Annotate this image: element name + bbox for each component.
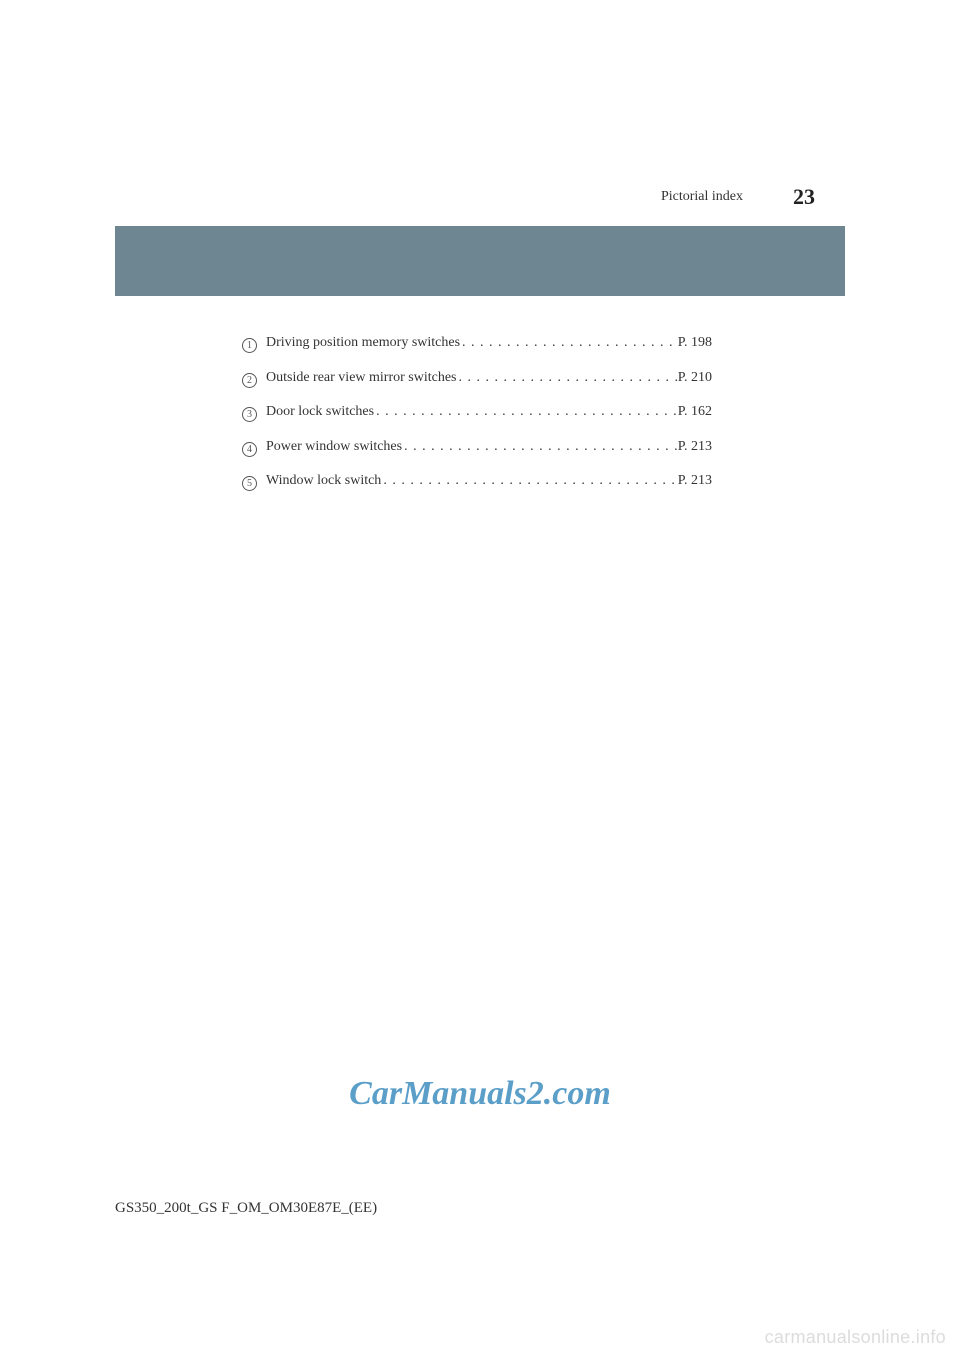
watermark-center: CarManuals2.com (0, 1075, 960, 1113)
item-label: Window lock switch (266, 468, 381, 495)
page-ref: P. 213 (678, 434, 712, 461)
header-bar: Pictorial index 23 (115, 168, 845, 226)
item-label: Door lock switches (266, 399, 374, 426)
item-label: Driving position memory switches (266, 330, 460, 357)
page-ref: P. 210 (678, 365, 712, 392)
watermark-bottom-right: carmanualsonline.info (765, 1327, 946, 1348)
leader-dots: . . . . . . . . . . . . . . . . . . . . … (460, 330, 678, 357)
marker-icon: 3 (242, 407, 257, 422)
page-ref: P. 213 (678, 468, 712, 495)
page-container: Pictorial index 23 1 Driving position me… (0, 0, 960, 1358)
marker-icon: 4 (242, 442, 257, 457)
section-label: Pictorial index (661, 189, 743, 205)
list-item: 3 Door lock switches . . . . . . . . . .… (242, 399, 712, 426)
list-item: 5 Window lock switch . . . . . . . . . .… (242, 468, 712, 495)
page-number: 23 (793, 184, 815, 210)
marker-icon: 1 (242, 338, 257, 353)
leader-dots: . . . . . . . . . . . . . . . . . . . . … (457, 365, 678, 392)
marker-icon: 2 (242, 373, 257, 388)
page-ref: P. 198 (678, 330, 712, 357)
section-band (115, 226, 845, 296)
leader-dots: . . . . . . . . . . . . . . . . . . . . … (381, 468, 677, 495)
item-label: Outside rear view mirror switches (266, 365, 457, 392)
leader-dots: . . . . . . . . . . . . . . . . . . . . … (374, 399, 678, 426)
leader-dots: . . . . . . . . . . . . . . . . . . . . … (402, 434, 678, 461)
list-item: 4 Power window switches . . . . . . . . … (242, 434, 712, 461)
item-label: Power window switches (266, 434, 402, 461)
list-item: 1 Driving position memory switches . . .… (242, 330, 712, 357)
doc-code: GS350_200t_GS F_OM_OM30E87E_(EE) (115, 1200, 377, 1217)
marker-icon: 5 (242, 476, 257, 491)
index-list: 1 Driving position memory switches . . .… (242, 330, 712, 503)
list-item: 2 Outside rear view mirror switches . . … (242, 365, 712, 392)
page-ref: P. 162 (678, 399, 712, 426)
